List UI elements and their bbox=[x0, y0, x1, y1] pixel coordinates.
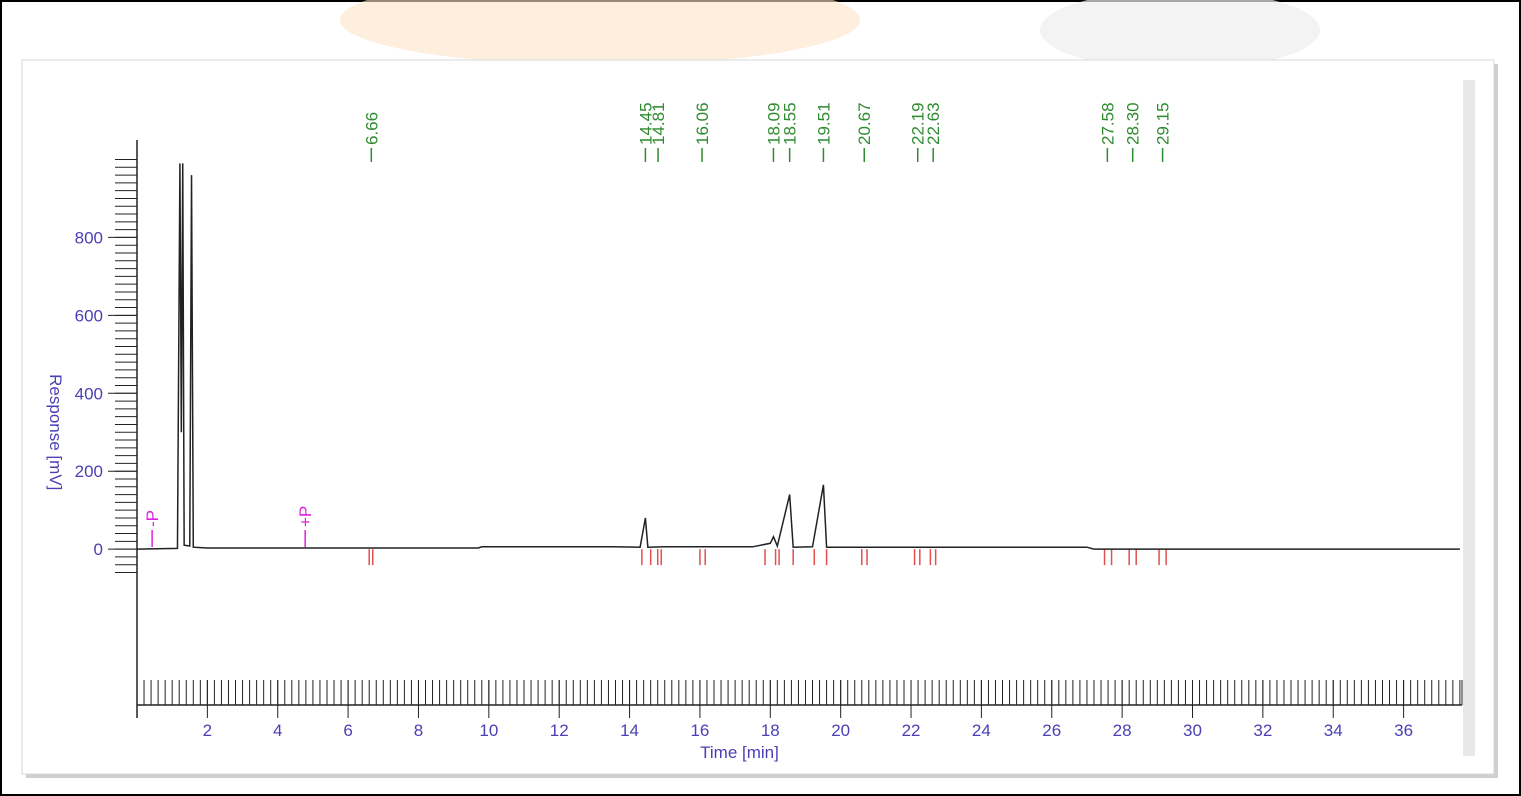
x-tick-label: 20 bbox=[831, 721, 850, 740]
peak-label: 19.51 bbox=[814, 102, 833, 145]
x-tick-label: 10 bbox=[479, 721, 498, 740]
panel bbox=[21, 59, 1495, 775]
x-axis-label: Time [min] bbox=[700, 743, 779, 762]
x-tick-label: 8 bbox=[414, 721, 423, 740]
x-tick-label: 26 bbox=[1042, 721, 1061, 740]
peak-label: 28.30 bbox=[1124, 102, 1143, 145]
x-tick-label: 22 bbox=[902, 721, 921, 740]
scrollbar bbox=[1463, 80, 1475, 756]
peak-label: 27.58 bbox=[1098, 102, 1117, 145]
x-tick-label: 24 bbox=[972, 721, 991, 740]
peak-label: 18.09 bbox=[764, 102, 783, 145]
x-tick-label: 12 bbox=[550, 721, 569, 740]
x-tick-label: 18 bbox=[761, 721, 780, 740]
watermark bbox=[1040, 0, 1320, 70]
y-tick-label: 0 bbox=[94, 540, 103, 559]
peak-label: 6.66 bbox=[362, 112, 381, 145]
x-tick-label: 28 bbox=[1113, 721, 1132, 740]
event-label: +P bbox=[296, 506, 315, 527]
x-tick-label: 30 bbox=[1183, 721, 1202, 740]
peak-label: 18.55 bbox=[781, 102, 800, 145]
x-tick-label: 32 bbox=[1253, 721, 1272, 740]
trace bbox=[136, 163, 1460, 550]
peak-label: 14.81 bbox=[649, 102, 668, 145]
x-tick-label: 36 bbox=[1394, 721, 1413, 740]
peak-label: 29.15 bbox=[1154, 102, 1173, 145]
peak-label: 16.06 bbox=[693, 102, 712, 145]
peak-label: 22.63 bbox=[924, 102, 943, 145]
y-tick-label: 800 bbox=[75, 228, 103, 247]
peak-label: 14.45 bbox=[636, 102, 655, 145]
x-tick-label: 2 bbox=[203, 721, 212, 740]
x-tick-label: 34 bbox=[1324, 721, 1343, 740]
y-tick-label: 600 bbox=[75, 306, 103, 325]
watermark bbox=[340, 0, 860, 65]
x-tick-label: 16 bbox=[690, 721, 709, 740]
peak-label: 22.19 bbox=[909, 102, 928, 145]
y-axis-label: Response [mV] bbox=[46, 374, 65, 490]
x-tick-label: 6 bbox=[343, 721, 352, 740]
peak-label: 20.67 bbox=[855, 102, 874, 145]
y-tick-label: 400 bbox=[75, 384, 103, 403]
x-tick-label: 14 bbox=[620, 721, 639, 740]
x-tick-label: 4 bbox=[273, 721, 282, 740]
y-tick-label: 200 bbox=[75, 462, 103, 481]
event-label: -P bbox=[143, 510, 162, 527]
